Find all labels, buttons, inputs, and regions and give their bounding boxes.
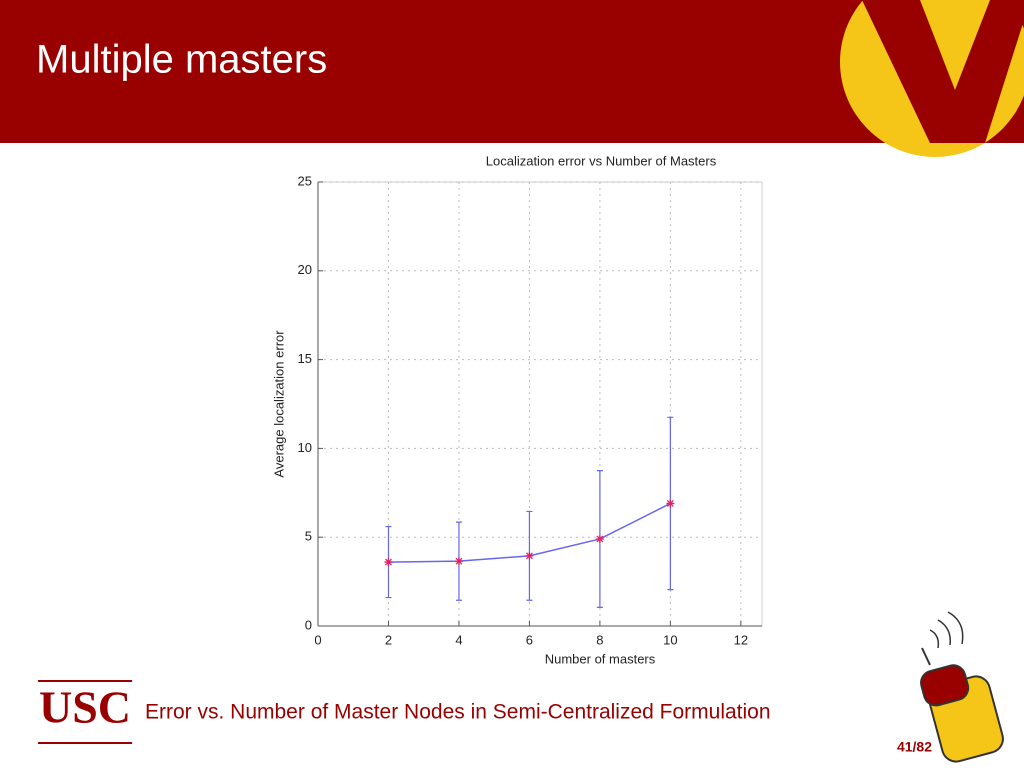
y-tick-label: 20: [298, 262, 312, 277]
robot-icon: [920, 611, 1004, 763]
data-point: [384, 558, 393, 567]
page-number: 41/82: [897, 739, 932, 755]
slide-title: Multiple masters: [36, 38, 327, 82]
data-point: [595, 534, 604, 543]
x-tick-label: 2: [385, 632, 392, 647]
chart-background: [262, 150, 770, 670]
logo-graphic: [840, 0, 1024, 157]
x-tick-label: 6: [526, 632, 533, 647]
chart-title: Localization error vs Number of Masters: [486, 153, 717, 168]
x-tick-label: 10: [663, 632, 677, 647]
x-tick-label: 0: [314, 632, 321, 647]
caption: Error vs. Number of Master Nodes in Semi…: [145, 701, 771, 724]
y-tick-label: 5: [305, 529, 312, 544]
x-tick-label: 4: [455, 632, 462, 647]
y-tick-label: 10: [298, 440, 312, 455]
y-axis-label: Average localization error: [271, 330, 286, 478]
y-tick-label: 15: [298, 351, 312, 366]
data-point: [454, 557, 463, 566]
x-tick-label: 8: [596, 632, 603, 647]
y-tick-label: 0: [305, 617, 312, 632]
logo-text: USC: [39, 682, 131, 733]
data-point: [666, 499, 675, 508]
x-tick-label: 12: [734, 632, 748, 647]
y-tick-label: 25: [298, 173, 312, 188]
usc-logo: USC: [38, 680, 132, 744]
x-axis-label: Number of masters: [545, 651, 656, 666]
data-point: [525, 551, 534, 560]
